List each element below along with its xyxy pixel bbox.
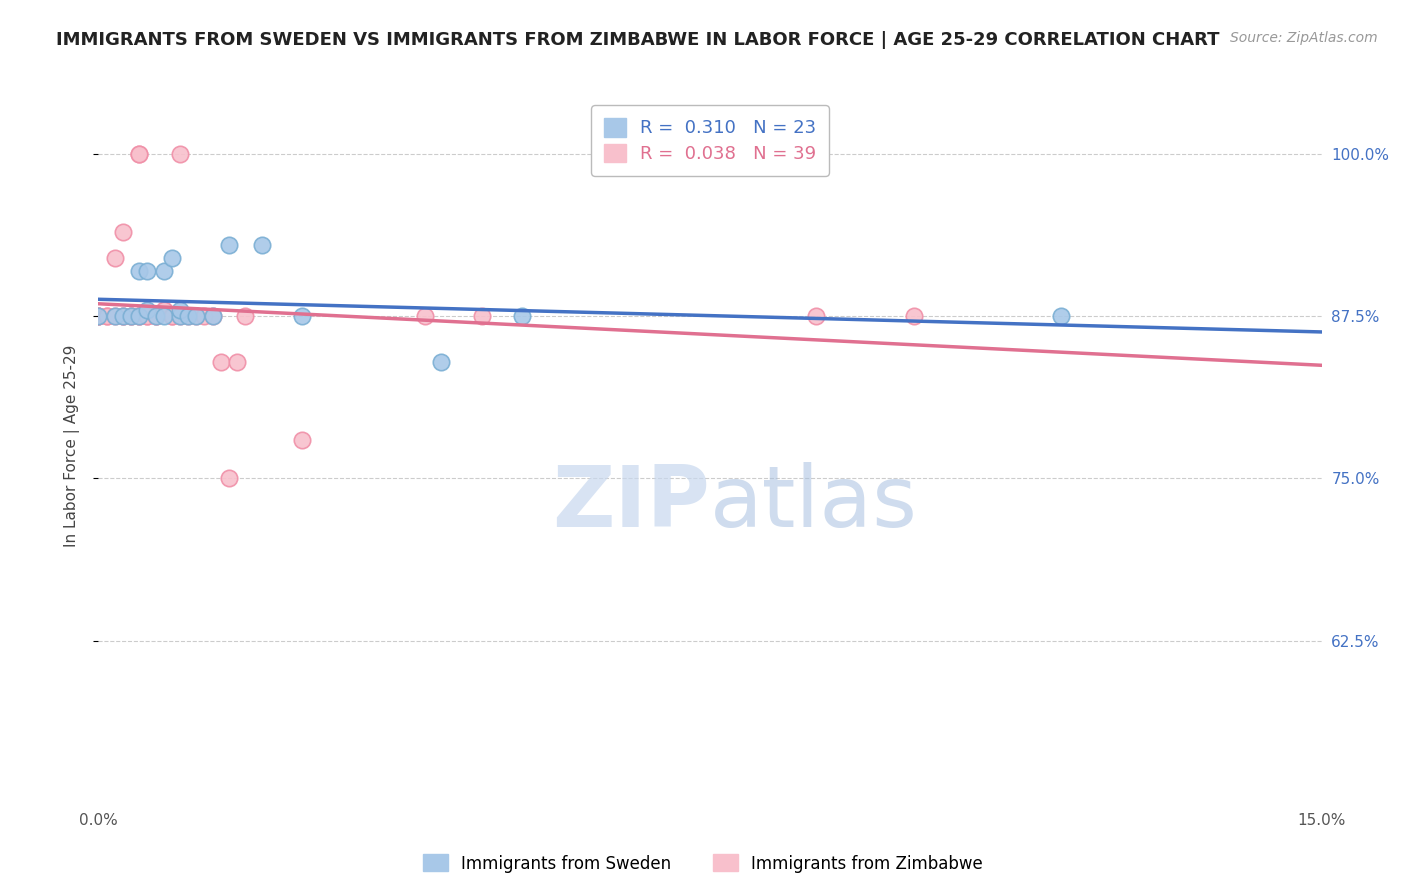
Point xyxy=(87,310,110,324)
Point xyxy=(111,310,134,324)
Text: atlas: atlas xyxy=(710,461,918,545)
Text: IMMIGRANTS FROM SWEDEN VS IMMIGRANTS FROM ZIMBABWE IN LABOR FORCE | AGE 25-29 CO: IMMIGRANTS FROM SWEDEN VS IMMIGRANTS FRO… xyxy=(56,31,1220,49)
Point xyxy=(128,147,150,161)
Point xyxy=(218,471,240,485)
Point xyxy=(145,310,167,324)
Point xyxy=(136,310,159,324)
Point xyxy=(250,238,273,252)
Point xyxy=(152,264,174,278)
Point xyxy=(201,310,224,324)
Point xyxy=(128,147,150,161)
Point xyxy=(111,225,134,239)
Point xyxy=(136,302,159,317)
Point xyxy=(128,310,150,324)
Point xyxy=(471,310,494,324)
Point xyxy=(186,310,208,324)
Point xyxy=(512,310,534,324)
Point xyxy=(104,310,127,324)
Point xyxy=(160,310,183,324)
Point xyxy=(120,310,142,324)
Point xyxy=(226,354,249,368)
Point xyxy=(128,264,150,278)
Point xyxy=(152,302,174,317)
Point xyxy=(111,310,134,324)
Legend: R =  0.310   N = 23, R =  0.038   N = 39: R = 0.310 N = 23, R = 0.038 N = 39 xyxy=(592,105,828,176)
Point xyxy=(104,310,127,324)
Point xyxy=(145,310,167,324)
Point xyxy=(120,310,142,324)
Point xyxy=(413,310,436,324)
Point xyxy=(87,310,110,324)
Point xyxy=(177,310,200,324)
Point xyxy=(218,238,240,252)
Point xyxy=(169,147,191,161)
Point xyxy=(128,310,150,324)
Point xyxy=(430,354,453,368)
Point xyxy=(169,310,191,324)
Point xyxy=(804,310,827,324)
Point xyxy=(136,264,159,278)
Point xyxy=(1049,310,1071,324)
Text: ZIP: ZIP xyxy=(553,461,710,545)
Text: Source: ZipAtlas.com: Source: ZipAtlas.com xyxy=(1230,31,1378,45)
Point xyxy=(136,310,159,324)
Point xyxy=(111,310,134,324)
Point xyxy=(87,310,110,324)
Point xyxy=(152,302,174,317)
Point xyxy=(201,310,224,324)
Point xyxy=(193,310,215,324)
Point xyxy=(177,310,200,324)
Point xyxy=(96,310,118,324)
Point xyxy=(104,251,127,265)
Point xyxy=(128,310,150,324)
Y-axis label: In Labor Force | Age 25-29: In Labor Force | Age 25-29 xyxy=(65,345,80,547)
Point xyxy=(291,310,314,324)
Legend: Immigrants from Sweden, Immigrants from Zimbabwe: Immigrants from Sweden, Immigrants from … xyxy=(416,847,990,880)
Point xyxy=(160,310,183,324)
Point xyxy=(186,310,208,324)
Point xyxy=(169,302,191,317)
Point xyxy=(160,251,183,265)
Point xyxy=(152,310,174,324)
Point xyxy=(233,310,256,324)
Point xyxy=(209,354,232,368)
Point xyxy=(169,310,191,324)
Point xyxy=(96,310,118,324)
Point xyxy=(145,310,167,324)
Point xyxy=(120,310,142,324)
Point xyxy=(87,310,110,324)
Point xyxy=(903,310,925,324)
Point xyxy=(291,433,314,447)
